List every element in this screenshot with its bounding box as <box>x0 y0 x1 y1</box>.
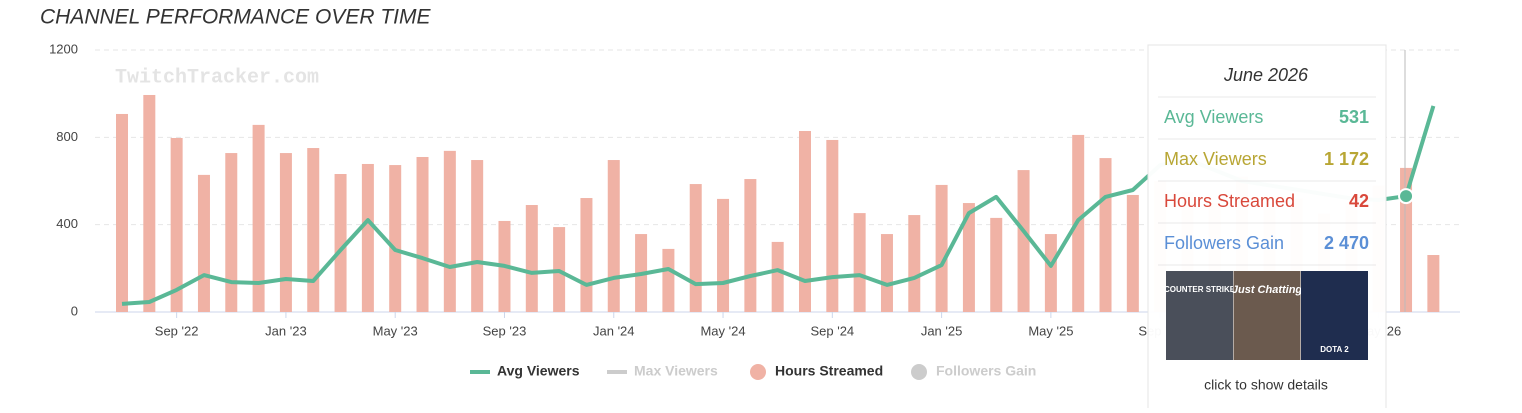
legend-swatch <box>750 364 766 380</box>
bar <box>1099 158 1112 312</box>
bar <box>252 124 265 312</box>
bar <box>1427 255 1440 312</box>
tooltip-label: Followers Gain <box>1164 233 1284 253</box>
bar <box>1126 194 1139 312</box>
bar <box>225 153 238 312</box>
bar <box>197 174 210 312</box>
bar <box>361 163 374 312</box>
x-tick-label: Sep '22 <box>155 323 199 338</box>
y-tick-label: 0 <box>71 303 78 318</box>
y-tick-label: 1200 <box>49 41 78 56</box>
legend-label[interactable]: Hours Streamed <box>775 363 883 379</box>
legend-label[interactable]: Max Viewers <box>634 363 718 379</box>
bar <box>853 213 866 312</box>
bar <box>826 139 839 312</box>
game-name: COUNTER STRIKE <box>1164 285 1236 294</box>
bar <box>1017 170 1030 312</box>
y-tick-label: 800 <box>56 129 78 144</box>
game-thumbnail[interactable] <box>1301 271 1368 360</box>
bar <box>744 179 757 312</box>
tooltip-value: 2 470 <box>1324 233 1369 253</box>
chart-title: CHANNEL PERFORMANCE OVER TIME <box>40 6 431 29</box>
game-name: DOTA 2 <box>1320 345 1349 354</box>
legend-label[interactable]: Avg Viewers <box>497 363 580 379</box>
tooltip-value: 1 172 <box>1324 149 1369 169</box>
x-tick-label: Jan '25 <box>921 323 963 338</box>
bar <box>935 184 948 312</box>
bar <box>170 137 183 312</box>
legend-label[interactable]: Followers Gain <box>936 363 1036 379</box>
bar <box>990 217 1003 312</box>
x-tick-label: May '23 <box>373 323 418 338</box>
bar <box>389 165 402 312</box>
bar <box>279 153 292 312</box>
game-name: Just Chatting <box>1232 284 1303 296</box>
bar <box>880 234 893 312</box>
tooltip-footer[interactable]: click to show details <box>1204 377 1328 393</box>
tooltip-label: Avg Viewers <box>1164 107 1263 127</box>
x-tick-label: Jan '24 <box>593 323 635 338</box>
bar <box>416 156 429 312</box>
tooltip-title: June 2026 <box>1223 65 1309 85</box>
bar <box>662 248 675 312</box>
tooltip-label: Max Viewers <box>1164 149 1267 169</box>
x-tick-label: May '25 <box>1028 323 1073 338</box>
hover-point <box>1398 188 1415 205</box>
bar <box>962 203 975 312</box>
x-tick-label: Jan '23 <box>265 323 307 338</box>
bar <box>771 241 784 312</box>
x-tick-label: May '24 <box>700 323 745 338</box>
bar <box>717 198 730 312</box>
bar <box>143 94 156 312</box>
bar <box>799 131 811 312</box>
bar <box>443 150 456 312</box>
tooltip-value: 531 <box>1339 107 1369 127</box>
bar <box>689 184 702 312</box>
bar <box>307 148 320 312</box>
x-tick-label: Sep '24 <box>810 323 854 338</box>
tooltip-value: 42 <box>1349 191 1369 211</box>
y-tick-label: 400 <box>56 216 78 231</box>
bar <box>116 113 128 312</box>
tooltip-label: Hours Streamed <box>1164 191 1295 211</box>
game-thumbnail[interactable] <box>1166 271 1233 360</box>
game-thumbnail[interactable] <box>1233 271 1301 360</box>
bar <box>1044 234 1057 312</box>
bar <box>525 205 538 312</box>
bar <box>1400 167 1413 312</box>
bar <box>580 198 593 312</box>
legend-swatch <box>911 364 927 380</box>
bar <box>471 160 484 312</box>
watermark: TwitchTracker.com <box>115 66 319 89</box>
x-tick-label: Sep '23 <box>483 323 527 338</box>
bar <box>908 215 921 312</box>
bar <box>334 174 347 312</box>
bar <box>607 160 620 312</box>
